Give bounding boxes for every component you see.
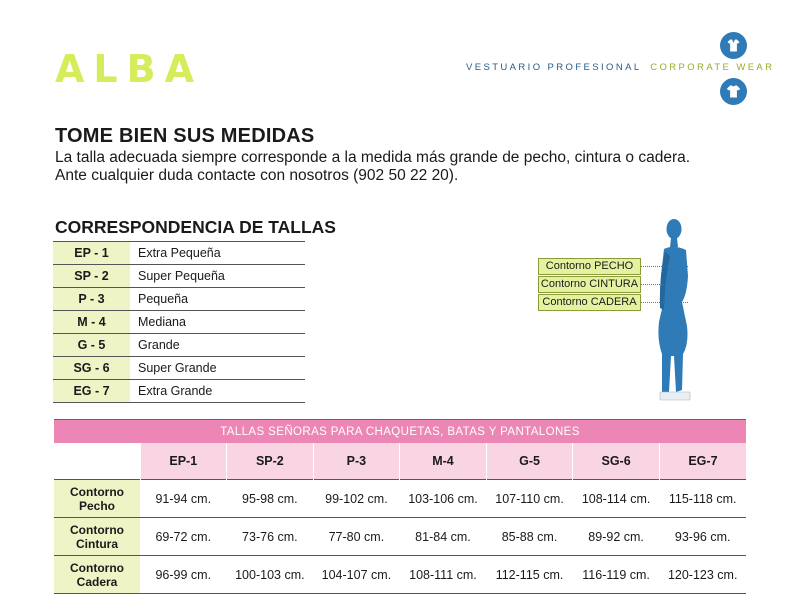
table-cell: 81-84 cm. — [399, 517, 487, 556]
size-code: P - 3 — [53, 287, 130, 311]
column-header: EG-7 — [658, 443, 746, 480]
table-cell: 95-98 cm. — [226, 479, 314, 518]
body-silhouette-icon — [658, 219, 691, 401]
tshirt-icon — [726, 85, 741, 98]
size-label: Extra Grande — [130, 379, 305, 403]
table-cell: 100-103 cm. — [226, 555, 314, 594]
column-header: P-3 — [312, 443, 400, 480]
table-cell: 116-119 cm. — [572, 555, 660, 594]
tshirt-badge-icon — [720, 78, 747, 105]
intro-line-2: Ante cualquier duda contacte con nosotro… — [55, 167, 459, 184]
row-header: Contorno Cadera — [54, 555, 140, 594]
table-row: Contorno Cadera 96-99 cm. 100-103 cm. 104… — [54, 555, 746, 594]
table-row: SP - 2 Super Pequeña — [53, 264, 305, 288]
correspondence-table: EP - 1 Extra Pequeña SP - 2 Super Pequeña … — [53, 241, 305, 403]
row-header-line: Contorno — [70, 522, 124, 537]
size-label: Mediana — [130, 310, 305, 334]
shirt-badge-icon — [720, 32, 747, 59]
table-cell: 107-110 cm. — [486, 479, 573, 518]
table-cell: 103-106 cm. — [399, 479, 487, 518]
intro-line-1: La talla adecuada siempre corresponde a … — [55, 149, 691, 166]
waist-guide-line — [640, 284, 686, 285]
table-cell: 91-94 cm. — [140, 479, 227, 518]
size-code: SG - 6 — [53, 356, 130, 380]
table-row: P - 3 Pequeña — [53, 287, 305, 311]
size-label: Grande — [130, 333, 305, 357]
table-cell: 108-114 cm. — [572, 479, 660, 518]
row-header-line: Pecho — [78, 498, 115, 513]
size-table: TALLAS SEÑORAS PARA CHAQUETAS, BATAS Y P… — [54, 419, 746, 594]
table-row: Contorno Pecho 91-94 cm. 95-98 cm. 99-102… — [54, 479, 746, 518]
table-cell: 104-107 cm. — [313, 555, 400, 594]
table-cell: 99-102 cm. — [313, 479, 400, 518]
table-row: M - 4 Mediana — [53, 310, 305, 334]
hip-guide-line — [640, 302, 688, 303]
size-code: EP - 1 — [53, 241, 130, 265]
table-cell: 112-115 cm. — [486, 555, 573, 594]
row-header-line: Cadera — [76, 574, 118, 589]
table-cell: 93-96 cm. — [659, 517, 746, 556]
table-row: EG - 7 Extra Grande — [53, 379, 305, 403]
column-header: M-4 — [399, 443, 487, 480]
page-title: TOME BIEN SUS MEDIDAS — [55, 125, 315, 147]
row-header: Contorno Pecho — [54, 479, 140, 518]
table-row: Contorno Cintura 69-72 cm. 73-76 cm. 77-8… — [54, 517, 746, 556]
shirt-icon — [727, 39, 740, 52]
column-header: G-5 — [485, 443, 573, 480]
row-header-line: Contorno — [70, 560, 124, 575]
hip-label: Contorno CADERA — [538, 294, 641, 311]
size-label: Super Grande — [130, 356, 305, 380]
chest-guide-line — [640, 266, 688, 267]
table-row: G - 5 Grande — [53, 333, 305, 357]
table-cell: 96-99 cm. — [140, 555, 227, 594]
table-cell: 115-118 cm. — [659, 479, 746, 518]
row-header-line: Cintura — [76, 536, 118, 551]
size-label: Pequeña — [130, 287, 305, 311]
size-code: M - 4 — [53, 310, 130, 334]
row-header: Contorno Cintura — [54, 517, 140, 556]
correspondence-title: CORRESPONDENCIA DE TALLAS — [55, 217, 336, 237]
size-table-caption: TALLAS SEÑORAS PARA CHAQUETAS, BATAS Y P… — [54, 419, 746, 443]
tagline-left: VESTUARIO PROFESIONAL — [466, 62, 642, 73]
table-cell: 108-111 cm. — [399, 555, 487, 594]
table-cell: 73-76 cm. — [226, 517, 314, 556]
table-row: EP - 1 Extra Pequeña — [53, 241, 305, 265]
size-code: G - 5 — [53, 333, 130, 357]
size-label: Super Pequeña — [130, 264, 305, 288]
tagline-right: CORPORATE WEAR — [650, 62, 775, 73]
column-header: EP-1 — [139, 443, 227, 480]
size-code: EG - 7 — [53, 379, 130, 403]
waist-label: Contorno CINTURA — [538, 276, 641, 293]
table-cell: 69-72 cm. — [140, 517, 227, 556]
table-cell: 85-88 cm. — [486, 517, 573, 556]
table-cell: 89-92 cm. — [572, 517, 660, 556]
table-cell: 77-80 cm. — [313, 517, 400, 556]
intro-text: La talla adecuada siempre corresponde a … — [55, 149, 690, 185]
size-code: SP - 2 — [53, 264, 130, 288]
brand-logo: ALBA — [55, 47, 203, 91]
table-cell: 120-123 cm. — [659, 555, 746, 594]
column-header: SP-2 — [226, 443, 314, 480]
size-header-row: EP-1 SP-2 P-3 M-4 G-5 SG-6 EG-7 — [54, 443, 746, 480]
size-label: Extra Pequeña — [130, 241, 305, 265]
table-row: SG - 6 Super Grande — [53, 356, 305, 380]
column-header: SG-6 — [572, 443, 660, 480]
header-corner — [54, 443, 140, 480]
chest-label: Contorno PECHO — [538, 258, 641, 275]
tagline: VESTUARIO PROFESIONAL CORPORATE WEAR — [466, 62, 774, 73]
row-header-line: Contorno — [70, 484, 124, 499]
